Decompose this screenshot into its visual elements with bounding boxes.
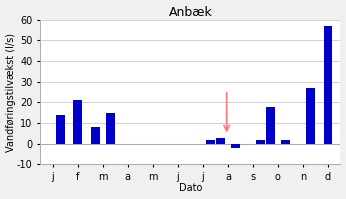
Y-axis label: Vandføringstilvækst (l/s): Vandføringstilvækst (l/s) bbox=[6, 33, 16, 152]
Bar bbox=[206, 140, 215, 144]
Bar bbox=[266, 106, 275, 144]
Bar bbox=[73, 100, 82, 144]
Bar bbox=[216, 138, 225, 144]
Bar bbox=[91, 127, 100, 144]
Bar bbox=[231, 144, 240, 148]
Bar bbox=[324, 26, 332, 144]
X-axis label: Dato: Dato bbox=[179, 183, 202, 193]
Title: Anbæk: Anbæk bbox=[169, 6, 212, 19]
Bar bbox=[281, 140, 290, 144]
Bar bbox=[306, 88, 315, 144]
Bar bbox=[106, 113, 115, 144]
Bar bbox=[256, 140, 265, 144]
Bar bbox=[56, 115, 65, 144]
